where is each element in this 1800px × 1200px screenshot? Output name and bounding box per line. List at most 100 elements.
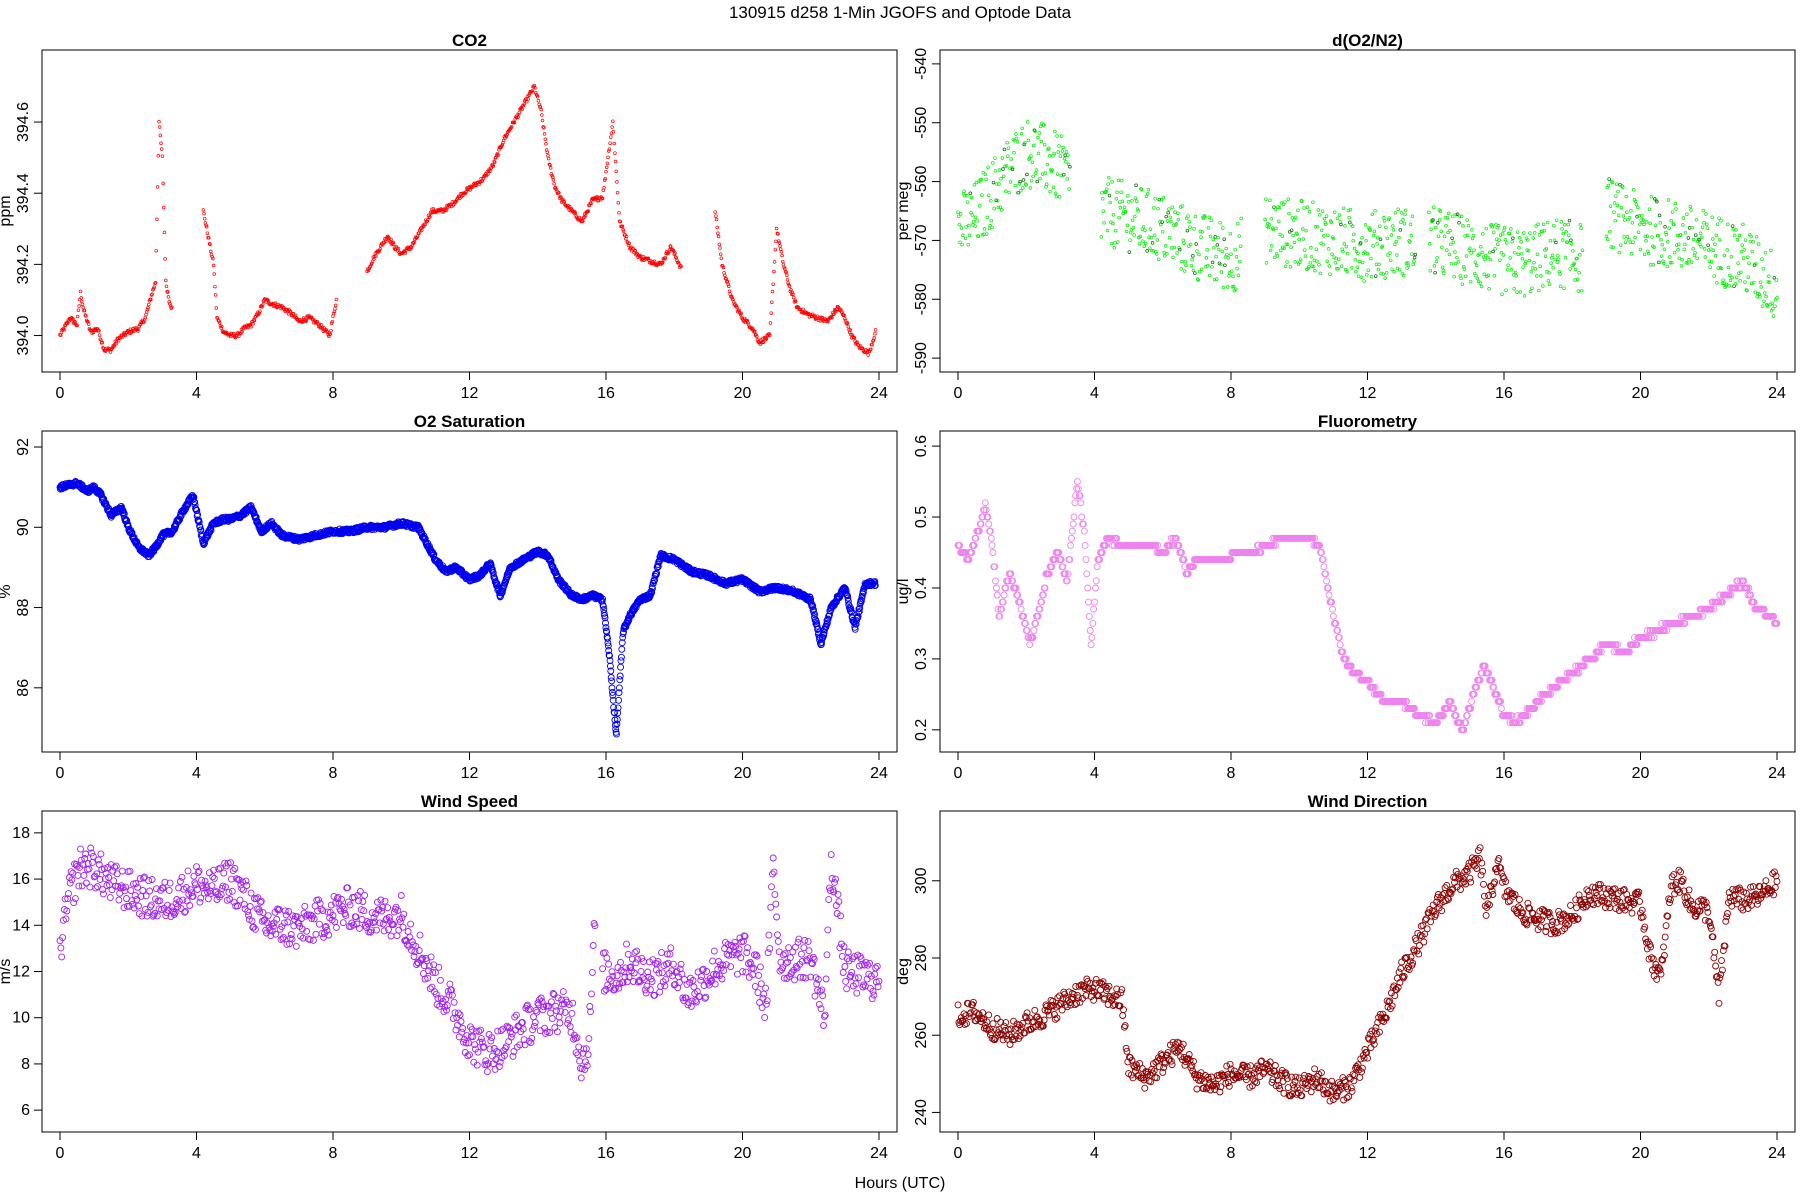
data-point: [1487, 250, 1492, 255]
data-point: [1048, 189, 1052, 194]
data-point: [1728, 273, 1732, 278]
data-point: [731, 297, 735, 302]
data-point: [1625, 210, 1629, 214]
data-point: [962, 189, 966, 194]
data-point: [1375, 235, 1380, 240]
data-point: [512, 120, 517, 125]
data-point: [1440, 265, 1445, 270]
data-point: [958, 212, 963, 216]
data-point: [1474, 273, 1478, 278]
data-point: [1608, 230, 1612, 234]
data-point: [1356, 274, 1361, 279]
data-point: [1031, 174, 1035, 179]
data-point: [1113, 240, 1117, 245]
data-point: [391, 240, 395, 245]
data-point: [585, 209, 590, 214]
data-point: [1171, 223, 1176, 227]
data-point: [1208, 234, 1213, 239]
data-point: [1028, 186, 1033, 190]
data-point: [1282, 246, 1286, 251]
data-point: [958, 240, 962, 245]
data-point: [1716, 266, 1721, 270]
data-point: [1724, 282, 1729, 287]
data-point: [1353, 257, 1357, 262]
data-point: [1015, 139, 1020, 144]
data-point: [1702, 221, 1706, 225]
data-point: [1554, 240, 1558, 245]
data-point: [1427, 242, 1432, 246]
data-point: [1683, 230, 1688, 235]
data-point: [1129, 228, 1134, 232]
data-point: [1542, 228, 1547, 233]
data-point: [1526, 238, 1530, 242]
data-point: [1750, 249, 1755, 254]
data-point: [190, 493, 198, 501]
data-point: [845, 321, 850, 325]
data-point: [1705, 226, 1710, 230]
data-point: [1519, 240, 1523, 244]
data-point: [801, 307, 805, 311]
data-point: [1515, 290, 1519, 294]
data-point: [1311, 264, 1316, 269]
data-point: [1730, 275, 1734, 280]
data-point: [1335, 216, 1340, 220]
figure-title: 130915 d258 1-Min JGOFS and Optode Data: [729, 3, 1072, 22]
data-point: [1101, 209, 1106, 213]
data-point: [1413, 252, 1418, 257]
data-point: [1644, 220, 1649, 224]
data-point: [1478, 281, 1482, 285]
data-point: [1384, 270, 1389, 275]
data-point: [1717, 237, 1722, 242]
data-point: [168, 302, 172, 306]
data-point: [1636, 230, 1641, 234]
data-point: [1438, 209, 1443, 213]
data-point: [1673, 201, 1678, 206]
data-point: [258, 309, 262, 313]
data-point: [1554, 218, 1559, 222]
data-point: [1397, 235, 1401, 240]
x-tick-label: 16: [1495, 765, 1513, 782]
data-point: [1497, 238, 1501, 243]
data-point: [1206, 226, 1211, 230]
data-point: [1197, 269, 1202, 274]
data-point: [166, 290, 170, 295]
data-point: [1143, 228, 1147, 233]
data-point: [80, 299, 84, 304]
data-point: [1154, 252, 1159, 256]
data-point: [1410, 252, 1414, 256]
data-point: [1326, 247, 1331, 251]
data-point: [97, 333, 102, 337]
data-point: [1576, 289, 1581, 293]
data-point: [1715, 222, 1720, 227]
data-point: [1534, 224, 1538, 228]
data-point: [548, 166, 553, 170]
data-point: [1134, 183, 1138, 188]
data-point: [1220, 249, 1224, 254]
data-point: [1126, 194, 1130, 198]
data-point: [1772, 275, 1777, 280]
data-point: [1745, 288, 1749, 293]
data-point: [1520, 257, 1525, 261]
data-point: [1044, 182, 1049, 187]
data-point: [1369, 256, 1373, 261]
data-point: [202, 217, 207, 221]
data-point: [1060, 149, 1065, 153]
data-point: [1038, 124, 1043, 129]
data-point: [1729, 254, 1734, 259]
data-point: [1399, 211, 1404, 215]
data-point: [1001, 167, 1005, 171]
data-point: [784, 270, 788, 274]
data-point: [1148, 227, 1153, 231]
data-point: [1659, 254, 1664, 258]
data-point: [715, 225, 719, 230]
data-point: [1032, 143, 1036, 148]
data-point: [1177, 246, 1181, 250]
data-point: [155, 185, 160, 189]
data-point: [1368, 228, 1372, 232]
data-point: [965, 194, 969, 198]
data-point: [1697, 238, 1701, 242]
data-point: [1621, 185, 1625, 189]
data-point: [497, 147, 501, 152]
data-point: [1373, 274, 1378, 278]
data-point: [1679, 233, 1683, 237]
